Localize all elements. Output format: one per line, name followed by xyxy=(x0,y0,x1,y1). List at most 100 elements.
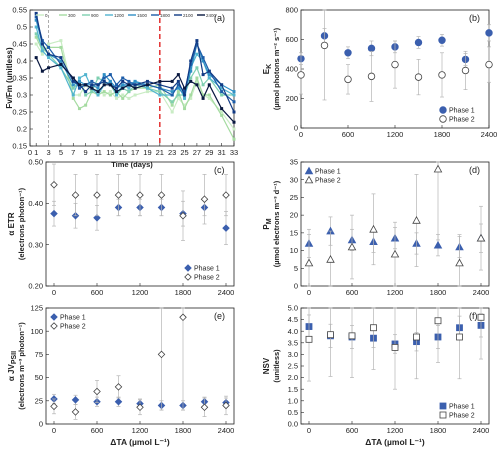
data-point xyxy=(433,164,443,173)
x-tick-label: 5 xyxy=(59,148,63,157)
data-point xyxy=(176,96,180,100)
data-point xyxy=(485,29,493,37)
y-tick-label: 125 xyxy=(30,304,43,313)
x-tick-label: 3 xyxy=(46,148,50,157)
data-point xyxy=(433,240,443,249)
data-point xyxy=(50,209,58,218)
data-point xyxy=(34,32,38,36)
data-point xyxy=(145,79,149,83)
y-tick-label: 3.5 xyxy=(288,338,298,347)
x-axis-title: ΔTA (µmol L⁻¹) xyxy=(110,437,170,447)
x-tick-label: 1200 xyxy=(387,426,404,435)
legend-label: 2100 xyxy=(183,13,194,18)
data-point xyxy=(195,39,199,43)
data-point xyxy=(189,62,193,66)
data-point xyxy=(34,42,38,46)
data-point xyxy=(232,127,236,131)
data-point xyxy=(476,233,486,242)
x-tick-label: 1800 xyxy=(434,130,451,139)
data-point xyxy=(90,86,94,90)
y-axis-units: (unitless) xyxy=(272,349,281,383)
data-point xyxy=(34,15,38,19)
y-tick-label: 0.2 xyxy=(17,125,27,134)
y-tick-label: 0.30 xyxy=(28,240,43,249)
x-tick-label: 1200 xyxy=(387,288,404,297)
data-point xyxy=(114,191,123,199)
series-2400 xyxy=(34,56,236,124)
y-axis-title: EK xyxy=(262,64,273,74)
data-point xyxy=(344,49,352,57)
legend-label: Phase 1 xyxy=(194,266,220,273)
data-point xyxy=(84,90,88,94)
data-point xyxy=(327,331,334,339)
x-tick-label: 15 xyxy=(119,148,127,157)
data-point xyxy=(158,90,162,94)
data-point xyxy=(170,110,174,114)
x-tick-label: 0 xyxy=(299,130,303,139)
y-tick-label: 600 xyxy=(285,35,298,44)
x-tick-label: 1800 xyxy=(175,426,192,435)
x-tick-label: 0 xyxy=(28,148,32,157)
y-tick-label: 4.0 xyxy=(288,327,298,336)
panel-c: 0.20 0.30 0.40 0.50 0 600 1200 1800 2400 (c) α ETR… xyxy=(7,158,235,297)
data-point xyxy=(108,79,112,83)
y-tick-label: 0.3 xyxy=(17,91,27,100)
x-tick-label: 2400 xyxy=(473,426,490,435)
data-point xyxy=(207,93,211,97)
data-point xyxy=(121,96,125,100)
x-tick-label: 17 xyxy=(131,148,139,157)
x-tick-label: 9 xyxy=(84,148,88,157)
data-point xyxy=(136,403,144,412)
data-point xyxy=(176,90,180,94)
data-point xyxy=(158,79,162,83)
data-point xyxy=(71,76,75,80)
data-point xyxy=(127,86,131,90)
y-tick-label: 15 xyxy=(290,228,298,237)
data-point xyxy=(133,83,137,87)
x-tick-label: 0 xyxy=(52,288,56,297)
x-tick-label: 27 xyxy=(193,148,201,157)
data-point xyxy=(222,401,230,410)
x-tick-label: 2400 xyxy=(218,426,235,435)
data-point xyxy=(195,79,199,83)
x-tick-label: 600 xyxy=(91,426,104,435)
y-tick-label: 1.5 xyxy=(288,385,298,394)
legend-marker xyxy=(184,264,192,272)
data-point xyxy=(176,83,180,87)
y-axis-label: Fv/Fm (unitless) xyxy=(5,47,14,109)
data-point xyxy=(170,93,174,97)
data-point xyxy=(438,36,446,44)
panel-a: 0.150.20.250.30.350.40.450.50.550 1 3 5 7 9 11… xyxy=(5,6,238,169)
legend-marker xyxy=(439,106,447,114)
y-tick-label: 0.40 xyxy=(28,199,43,208)
y-axis-units: (µmol photons m⁻² s⁻¹) xyxy=(272,27,281,110)
panel-label: (b) xyxy=(469,13,480,23)
data-point xyxy=(195,42,199,46)
legend-marker xyxy=(304,166,314,175)
x-tick-label: 0 xyxy=(307,426,311,435)
y-tick-label: 0.20 xyxy=(28,282,43,291)
data-point xyxy=(391,60,399,69)
legend-label: Phase 1 xyxy=(60,315,86,322)
data-point xyxy=(304,258,314,267)
y-tick-label: 3.0 xyxy=(288,350,298,359)
data-point xyxy=(133,79,137,83)
x-tick-label: 33 xyxy=(230,148,238,157)
legend-marker xyxy=(50,322,58,330)
y-axis-title: NSV xyxy=(262,357,271,374)
data-point xyxy=(59,39,63,43)
data-point xyxy=(183,107,187,111)
panel-label: (f) xyxy=(469,311,478,321)
data-point xyxy=(121,83,125,87)
data-point xyxy=(121,76,125,80)
data-point xyxy=(158,86,162,90)
x-tick-label: 1800 xyxy=(430,426,447,435)
legend-label: 2400 xyxy=(206,13,217,18)
x-tick-label: 1200 xyxy=(387,130,404,139)
y-tick-label: 2.0 xyxy=(288,373,298,382)
data-point xyxy=(114,397,123,406)
data-point xyxy=(40,45,44,49)
data-point xyxy=(220,107,224,111)
y-axis-label: PM (µmol electrons m⁻³ d⁻¹) xyxy=(262,180,281,267)
data-point xyxy=(414,38,423,47)
